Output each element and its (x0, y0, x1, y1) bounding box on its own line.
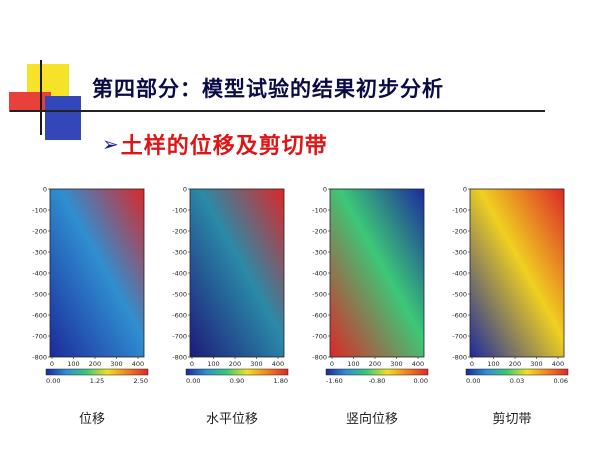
y-tick-label: -100 (312, 207, 327, 215)
y-tick-label: -700 (312, 333, 327, 341)
colorbar-label: -0.80 (369, 377, 386, 385)
y-tick-label: -400 (312, 270, 327, 278)
x-tick-label: 300 (250, 360, 262, 368)
decor-blue-square (45, 96, 81, 140)
caption-horizontal-displacement: 水平位移 (205, 412, 258, 427)
caption-vertical-displacement: 竖向位移 (345, 412, 398, 427)
x-tick-label: 100 (347, 360, 359, 368)
colorbar-label: 0.03 (510, 377, 524, 385)
colorbar (465, 368, 569, 376)
x-tick-label: 100 (487, 360, 499, 368)
y-tick-label: -600 (172, 312, 187, 320)
x-tick-label: 0 (470, 360, 474, 368)
y-tick-label: 0 (463, 186, 467, 194)
contour-field (329, 188, 425, 358)
colorbar (325, 368, 429, 376)
contour-plot-horizontal-displacement: 0 -100 -200 -300 -400 -500 -600 -700 -800 0 100 200… (172, 185, 292, 395)
y-tick-label: -800 (172, 354, 187, 362)
y-tick-label: -200 (32, 228, 47, 236)
y-tick-label: 0 (43, 186, 47, 194)
y-tick-label: -500 (32, 291, 47, 299)
contour-plot-displacement: 0 -100 -200 -300 -400 -500 -600 -700 -800 0 100 200… (32, 185, 152, 395)
x-tick-label: 100 (207, 360, 219, 368)
contour-field (189, 188, 285, 358)
x-tick-label: 400 (132, 360, 144, 368)
y-tick-label: -500 (452, 291, 467, 299)
y-tick-label: 0 (323, 186, 327, 194)
contour-plot-shear-band: 0 -100 -200 -300 -400 -500 -600 -700 -800 0 100 200… (452, 185, 572, 395)
y-tick-label: -600 (452, 312, 467, 320)
x-tick-label: 400 (412, 360, 424, 368)
y-tick-label: -300 (452, 249, 467, 257)
y-tick-label: -400 (172, 270, 187, 278)
x-tick-label: 100 (67, 360, 79, 368)
y-tick-label: -200 (172, 228, 187, 236)
x-tick-label: 200 (509, 360, 521, 368)
y-tick-label: -700 (452, 333, 467, 341)
colorbar-label: 0.00 (186, 377, 200, 385)
caption-shear-band: 剪切带 (492, 412, 532, 427)
y-tick-label: -800 (312, 354, 327, 362)
x-tick-label: 0 (50, 360, 54, 368)
caption-displacement: 位移 (78, 412, 105, 427)
x-tick-label: 200 (89, 360, 101, 368)
colorbar-label: 1.25 (90, 377, 104, 385)
y-tick-label: -600 (32, 312, 47, 320)
x-tick-label: 300 (530, 360, 542, 368)
contour-field (49, 188, 145, 358)
y-tick-label: -400 (452, 270, 467, 278)
y-tick-label: -300 (172, 249, 187, 257)
y-tick-label: -600 (312, 312, 327, 320)
subtitle-row: ➢ 土样的位移及剪切带 (102, 128, 328, 160)
x-tick-label: 200 (229, 360, 241, 368)
y-tick-label: -100 (452, 207, 467, 215)
y-tick-label: -700 (32, 333, 47, 341)
y-tick-label: -100 (172, 207, 187, 215)
colorbar-label: 2.50 (134, 377, 148, 385)
x-tick-label: 0 (190, 360, 194, 368)
x-tick-label: 0 (330, 360, 334, 368)
colorbar-label: -1.60 (326, 377, 343, 385)
y-tick-label: -300 (312, 249, 327, 257)
colorbar-label: 0.06 (554, 377, 568, 385)
y-tick-label: -400 (32, 270, 47, 278)
colorbar-label: 0.00 (46, 377, 60, 385)
slide-title: 第四部分：模型试验的结果初步分析 (92, 77, 444, 101)
y-tick-label: 0 (183, 186, 187, 194)
y-tick-label: -700 (172, 333, 187, 341)
colorbar-label: 0.00 (466, 377, 480, 385)
x-tick-label: 400 (552, 360, 564, 368)
x-tick-label: 300 (110, 360, 122, 368)
y-tick-label: -200 (452, 228, 467, 236)
x-tick-label: 400 (272, 360, 284, 368)
y-tick-label: -100 (32, 207, 47, 215)
colorbar-label: 0.00 (414, 377, 428, 385)
contour-field (469, 188, 565, 358)
colorbar (45, 368, 149, 376)
colorbar-label: 0.90 (230, 377, 244, 385)
y-tick-label: -800 (32, 354, 47, 362)
y-tick-label: -500 (172, 291, 187, 299)
x-tick-label: 300 (390, 360, 402, 368)
y-tick-label: -800 (452, 354, 467, 362)
x-tick-label: 200 (369, 360, 381, 368)
slide-subtitle: 土样的位移及剪切带 (120, 134, 328, 159)
y-tick-label: -200 (312, 228, 327, 236)
decor-vertical-line (40, 60, 42, 135)
colorbar (185, 368, 289, 376)
title-underline (10, 110, 545, 112)
colorbar-label: 1.80 (274, 377, 288, 385)
contour-plot-vertical-displacement: 0 -100 -200 -300 -400 -500 -600 -700 -800 0 100 200… (312, 185, 432, 395)
y-tick-label: -300 (32, 249, 47, 257)
y-tick-label: -500 (312, 291, 327, 299)
arrow-bullet-icon: ➢ (102, 132, 119, 156)
